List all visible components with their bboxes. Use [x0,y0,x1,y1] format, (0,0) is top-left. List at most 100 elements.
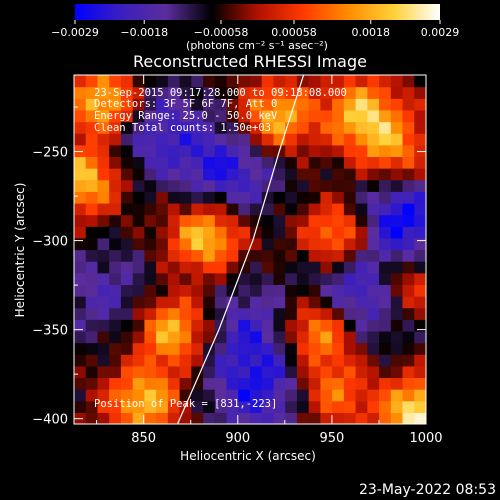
heatmap-cell [238,109,251,123]
heatmap-cell [132,168,145,181]
heatmap-cell [343,109,357,123]
heatmap-cell [320,307,333,320]
heatmap-cell [402,354,415,367]
heatmap-cell [367,377,380,390]
heatmap-cell [214,98,228,111]
heatmap-cell [214,354,228,367]
heatmap-cell [390,307,404,320]
heatmap-cell [414,191,426,204]
heatmap-cell [379,296,392,309]
heatmap-cell [285,365,298,379]
heatmap-cell [332,226,345,239]
heatmap-cell [132,330,145,344]
heatmap-cell [203,98,216,111]
heatmap-cell [390,377,404,390]
heatmap-cell [261,296,275,309]
heatmap-cell [308,191,321,204]
heatmap-cell [109,144,122,158]
heatmap-cell [308,412,321,424]
heatmap-cell [238,168,251,181]
colorbar-unit-label: (photons cm⁻² s⁻¹ asec⁻²) [186,39,328,52]
heatmap-cell [191,296,204,309]
heatmap-cell [120,249,134,262]
heatmap-cell [167,272,181,285]
heatmap-cell [250,296,263,309]
heatmap-cell [273,296,286,309]
heatmap-cell [379,377,392,390]
heatmap-cell [250,330,263,344]
heatmap-cell [390,319,404,332]
heatmap-cell [343,133,357,146]
heatmap-cell [226,296,239,309]
heatmap-cell [379,226,392,239]
heatmap-cell [308,272,321,285]
heatmap-cell [226,342,239,355]
heatmap-cell [332,400,345,413]
heatmap-cell [85,214,99,227]
heatmap-cell [379,202,392,216]
heatmap-cell [414,98,426,111]
heatmap-cell [203,214,216,227]
heatmap-cell [74,98,87,111]
heatmap-cell [203,133,216,146]
heatmap-cell [320,86,333,99]
heatmap-cell [355,168,368,181]
heatmap-cell [156,109,169,123]
heatmap-cell [273,284,286,297]
heatmap-cell [308,249,321,262]
heatmap-cell [320,237,333,251]
heatmap-cell [296,365,310,379]
heatmap-cell [238,307,251,320]
heatmap-cell [343,307,357,320]
heatmap-cell [132,98,145,111]
heatmap-cell [74,354,87,367]
heatmap-cell [273,98,286,111]
heatmap-cell [285,307,298,320]
heatmap-cell [250,389,263,402]
heatmap-cell [85,354,99,367]
heatmap-cell [285,237,298,251]
heatmap-cell [214,261,228,274]
heatmap-cell [414,389,426,402]
heatmap-cell [226,214,239,227]
heatmap-cell [109,86,122,99]
heatmap-cell [214,249,228,262]
heatmap-cell [296,389,310,402]
heatmap-cell [156,330,169,344]
heatmap-cell [367,319,380,332]
heatmap-cell [109,226,122,239]
heatmap-cell [167,98,181,111]
heatmap-cell [238,377,251,390]
heatmap-cell [285,377,298,390]
heatmap-cell [74,261,87,274]
heatmap-cell [390,109,404,123]
heatmap-cell [203,179,216,192]
heatmap-cell [402,400,415,413]
heatmap-cell [332,296,345,309]
heatmap-cell [97,191,110,204]
heatmap-cell [97,75,110,88]
heatmap-cell [285,226,298,239]
heatmap-cell [167,296,181,309]
heatmap-cell [132,365,145,379]
heatmap-cell [308,98,321,111]
heatmap-cell [214,191,228,204]
heatmap-cell [379,168,392,181]
colorbar-tick-label: 0.00058 [271,26,317,39]
heatmap-cell [191,412,204,424]
heatmap-cell [273,75,286,88]
heatmap-cell [85,330,99,344]
heatmap-cell [120,296,134,309]
heatmap-cell [402,272,415,285]
heatmap-cell [156,272,169,285]
heatmap-cell [74,156,87,169]
heatmap-cell [402,156,415,169]
heatmap-cell [343,75,357,88]
heatmap-cell [261,365,275,379]
heatmap-cell [179,237,192,251]
heatmap-cell [74,284,87,297]
heatmap-cell [355,214,368,227]
heatmap-cell [214,412,228,424]
heatmap-cell [214,109,228,123]
